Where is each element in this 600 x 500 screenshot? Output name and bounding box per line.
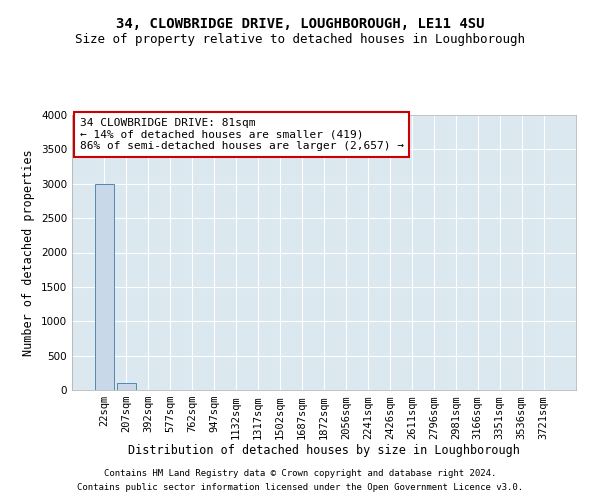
Text: Contains HM Land Registry data © Crown copyright and database right 2024.: Contains HM Land Registry data © Crown c… [104,468,496,477]
Y-axis label: Number of detached properties: Number of detached properties [22,149,35,356]
Bar [95,184,113,390]
Bar [117,383,136,390]
X-axis label: Distribution of detached houses by size in Loughborough: Distribution of detached houses by size … [128,444,520,457]
Text: Size of property relative to detached houses in Loughborough: Size of property relative to detached ho… [75,32,525,46]
Text: 34 CLOWBRIDGE DRIVE: 81sqm
← 14% of detached houses are smaller (419)
86% of sem: 34 CLOWBRIDGE DRIVE: 81sqm ← 14% of deta… [80,118,404,151]
Text: 34, CLOWBRIDGE DRIVE, LOUGHBOROUGH, LE11 4SU: 34, CLOWBRIDGE DRIVE, LOUGHBOROUGH, LE11… [116,18,484,32]
Text: Contains public sector information licensed under the Open Government Licence v3: Contains public sector information licen… [77,484,523,492]
